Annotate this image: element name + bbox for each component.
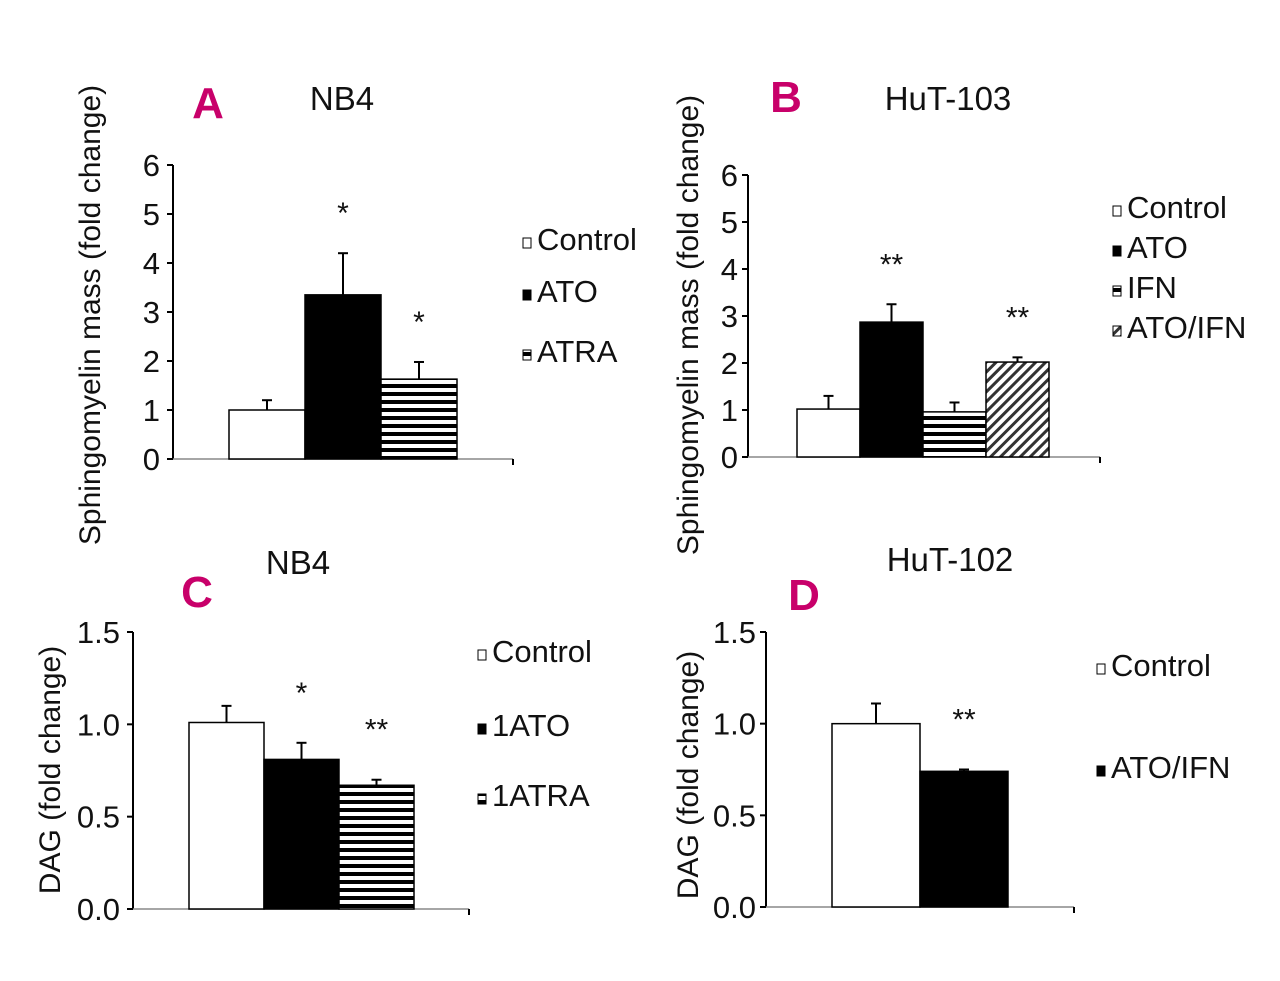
legend-swatch <box>1112 285 1122 297</box>
bar-control <box>188 721 265 910</box>
panel-letter: D <box>788 571 820 620</box>
panel-a: A NB4 Sphingomyelin mass (fold change) 0 1 2 3… <box>74 79 637 545</box>
y-tick-label: 1.5 <box>77 615 120 650</box>
y-tick-label: 1 <box>143 393 160 428</box>
legend-swatch <box>1112 325 1122 337</box>
y-axis-label: DAG (fold change) <box>672 651 705 899</box>
panel-letter: A <box>192 79 224 128</box>
y-tick-label: 5 <box>721 205 738 240</box>
y-tick-label: 1.0 <box>77 707 120 742</box>
y-axis-label: DAG (fold change) <box>34 646 67 894</box>
significance-marker: ** <box>365 714 389 747</box>
legend-swatch <box>477 723 487 735</box>
legend-label: Control <box>537 222 637 257</box>
legend-label: Control <box>1127 190 1227 225</box>
bar-ato <box>263 758 340 910</box>
y-axis-label: Sphingomyelin mass (fold change) <box>74 85 107 545</box>
bar-ato <box>304 294 382 460</box>
bar-atra <box>338 784 415 910</box>
legend-swatch <box>1096 765 1106 777</box>
significance-marker: * <box>337 197 349 230</box>
legend-label: 1ATRA <box>492 778 590 813</box>
significance-marker: ** <box>952 704 976 737</box>
chart-title: HuT-102 <box>887 541 1014 578</box>
bar-ato-ifn <box>985 361 1050 458</box>
bar-ato-ifn <box>919 770 1009 908</box>
legend-label: ATO/IFN <box>1127 310 1246 345</box>
y-tick-label: 0.5 <box>77 800 120 835</box>
significance-marker: ** <box>1006 301 1030 334</box>
y-tick-label: 0.5 <box>713 798 756 833</box>
legend-label: ATO <box>537 274 598 309</box>
bar-ato <box>859 321 924 458</box>
chart-title: HuT-103 <box>885 80 1012 117</box>
legend-swatch <box>522 289 532 301</box>
y-tick-label: 1.0 <box>713 707 756 742</box>
y-tick-label: 2 <box>721 346 738 381</box>
y-tick-label: 1 <box>721 393 738 428</box>
legend-label: ATO <box>1127 230 1188 265</box>
chart-title: NB4 <box>266 544 330 581</box>
legend-label: ATRA <box>537 334 618 369</box>
bar-control <box>831 722 921 908</box>
y-tick-label: 0.0 <box>77 892 120 927</box>
significance-marker: * <box>413 306 425 339</box>
panel-letter: B <box>770 73 802 122</box>
y-tick-label: 4 <box>143 246 160 281</box>
y-tick-label: 3 <box>721 299 738 334</box>
bar-ifn <box>922 411 987 458</box>
y-tick-label: 5 <box>143 197 160 232</box>
legend-swatch <box>1112 245 1122 257</box>
legend-label: 1ATO <box>492 708 570 743</box>
significance-marker: * <box>296 677 308 710</box>
bar-atra <box>380 378 458 460</box>
legend-swatch <box>477 649 487 661</box>
y-tick-label: 1.5 <box>713 615 756 650</box>
y-tick-label: 3 <box>143 295 160 330</box>
y-tick-label: 6 <box>143 148 160 183</box>
legend-label: Control <box>492 634 592 669</box>
legend-swatch <box>1096 663 1106 675</box>
y-tick-label: 0 <box>143 442 160 477</box>
bar-control <box>796 408 861 458</box>
legend-swatch <box>522 237 532 249</box>
legend-swatch <box>1112 205 1122 217</box>
y-tick-label: 6 <box>721 158 738 193</box>
chart-title: NB4 <box>310 80 374 117</box>
y-axis-label: Sphingomyelin mass (fold change) <box>672 95 705 555</box>
y-tick-label: 0 <box>721 440 738 475</box>
legend-label: ATO/IFN <box>1111 750 1230 785</box>
legend-swatch <box>522 349 532 361</box>
bar-control <box>228 409 306 460</box>
y-tick-label: 2 <box>143 344 160 379</box>
panel-letter: C <box>181 568 213 617</box>
legend-label: Control <box>1111 648 1211 683</box>
legend-label: IFN <box>1127 270 1177 305</box>
legend-swatch <box>477 793 487 805</box>
y-tick-label: 0.0 <box>713 890 756 925</box>
panel-d: D HuT-102 DAG (fold change)0.0 0.5 1.0 1.5 ** C… <box>672 541 1230 925</box>
significance-marker: ** <box>880 248 904 281</box>
panel-b: B HuT-103 Sphingomyelin mass (fold change)… <box>672 73 1246 555</box>
y-tick-label: 4 <box>721 252 738 287</box>
